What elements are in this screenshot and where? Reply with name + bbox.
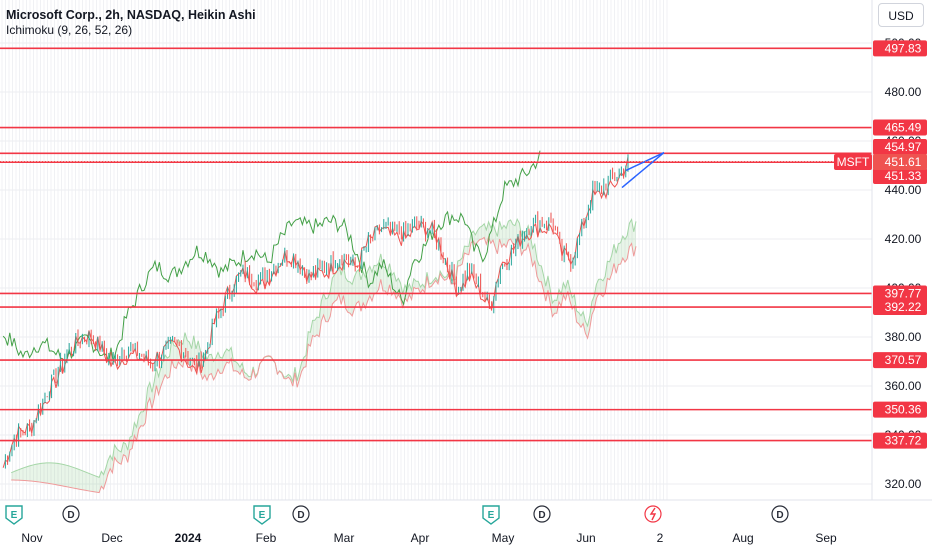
- time-axis[interactable]: Nov Dec 2024 Feb Mar Apr May Jun 2 Aug Sep: [0, 499, 932, 545]
- ticker-tag[interactable]: [834, 154, 872, 170]
- time-tick-label: Nov: [21, 531, 42, 545]
- ticker-tag-text: MSFT: [837, 155, 870, 169]
- level-price-label[interactable]: [873, 299, 927, 316]
- earnings-icon-letter: E: [11, 510, 18, 521]
- leading-span-b: [11, 235, 637, 494]
- price-tick-label: 420.00: [885, 232, 922, 246]
- indicator-legend[interactable]: Ichimoku (9, 26, 52, 26): [6, 23, 133, 37]
- price-axis-background: [872, 0, 932, 500]
- lagging-span: [2, 150, 541, 364]
- dividend-icon-letter: D: [538, 510, 545, 521]
- dividend-icon[interactable]: [62, 505, 80, 523]
- time-tick-label: Apr: [411, 531, 430, 545]
- level-price-label[interactable]: [873, 352, 927, 369]
- level-price-label[interactable]: [873, 139, 927, 155]
- earnings-icon-letter: E: [259, 510, 266, 521]
- time-tick-label: May: [492, 531, 515, 545]
- dividend-icon-letter: D: [297, 510, 304, 521]
- dividend-icon-letter: D: [67, 510, 74, 521]
- last-price-label[interactable]: [873, 154, 927, 170]
- level-price-label-text: 350.36: [885, 403, 922, 417]
- dividend-icon-letter: D: [776, 510, 783, 521]
- price-tick-label: 360.00: [885, 379, 922, 393]
- earnings-icon[interactable]: [482, 505, 500, 525]
- time-tick-label: Mar: [334, 531, 355, 545]
- price-axis[interactable]: 320.00340.00360.00380.00400.00420.00440.…: [834, 0, 932, 500]
- dividend-icon[interactable]: [533, 505, 551, 523]
- earnings-icon-letter: E: [488, 510, 495, 521]
- time-tick-label: Aug: [732, 531, 753, 545]
- level-price-label-text: 497.83: [885, 41, 922, 55]
- level-price-label[interactable]: [873, 168, 927, 184]
- cloud-segment: [279, 219, 636, 388]
- level-price-label-text: 465.49: [885, 121, 922, 135]
- chart-title: Microsoft Corp., 2h, NASDAQ, Heikin Ashi: [6, 8, 256, 22]
- time-tick-label: Sep: [815, 531, 837, 545]
- horizontal-levels[interactable]: [0, 47, 872, 442]
- level-price-label[interactable]: [873, 432, 927, 449]
- price-tick-label: 380.00: [885, 330, 922, 344]
- time-tick-label: 2: [657, 531, 664, 545]
- time-tick-label: Feb: [256, 531, 277, 545]
- price-tick-label: 320.00: [885, 477, 922, 491]
- level-price-label[interactable]: [873, 119, 927, 136]
- earnings-icon[interactable]: [253, 505, 271, 525]
- trendlines[interactable]: [0, 151, 872, 189]
- level-price-label-text: 397.77: [885, 286, 922, 300]
- level-price-label-text: 370.57: [885, 353, 922, 367]
- time-tick-label: Dec: [101, 531, 122, 545]
- level-price-label-text: 451.33: [885, 169, 922, 183]
- time-tick-label: Jun: [576, 531, 595, 545]
- dividend-icon[interactable]: [292, 505, 310, 523]
- currency-button[interactable]: USD: [878, 3, 924, 27]
- dividend-icon[interactable]: [771, 505, 789, 523]
- level-price-label-text: 454.97: [885, 140, 922, 154]
- level-price-label[interactable]: [873, 401, 927, 418]
- trendline-lower[interactable]: [621, 151, 665, 189]
- time-tick-label: 2024: [175, 531, 202, 545]
- level-price-label[interactable]: [873, 285, 927, 302]
- level-price-label-text: 392.22: [885, 300, 922, 314]
- level-price-label-text: 337.72: [885, 434, 922, 448]
- grid: [0, 0, 872, 500]
- heikin-ashi-candles: [4, 154, 629, 469]
- earnings-icon[interactable]: [5, 505, 23, 525]
- level-price-label[interactable]: [873, 40, 927, 57]
- price-tick-label: 440.00: [885, 183, 922, 197]
- price-tick-label: 480.00: [885, 85, 922, 99]
- lightning-icon: [649, 507, 657, 521]
- last-price-label-text: 451.61: [885, 155, 922, 169]
